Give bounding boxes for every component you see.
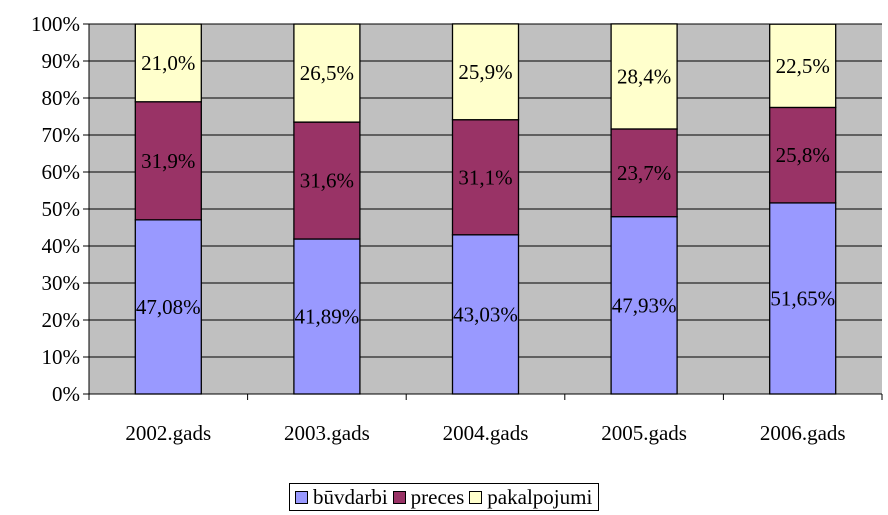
legend-item-pakalpojumi: pakalpojumi xyxy=(469,485,592,510)
data-label: 41,89% xyxy=(295,305,360,329)
y-tick-label: 0% xyxy=(52,382,80,406)
y-tick-label: 10% xyxy=(42,345,81,369)
bar-segment-preces xyxy=(451,119,520,236)
data-label: 26,5% xyxy=(300,61,354,85)
x-tick-label: 2003.gads xyxy=(284,421,370,445)
legend-swatch-preces xyxy=(392,490,406,504)
bar-segment-pakalpojumi xyxy=(769,23,837,109)
y-tick-label: 40% xyxy=(42,234,81,258)
bar-segments xyxy=(134,23,837,395)
x-tick-label: 2004.gads xyxy=(443,421,529,445)
legend-swatch-buvdarbi xyxy=(295,490,308,504)
data-labels: 47,08% 31,9% 21,0% 41,89% 31,6% 26,5% 43,03% 31… xyxy=(136,51,835,329)
y-tick-label: 80% xyxy=(42,86,81,110)
legend-swatch-pakalpojumi xyxy=(469,490,483,504)
data-label: 28,4% xyxy=(617,64,671,88)
bar-segment-pakalpojumi xyxy=(293,23,361,123)
bar-segment-pakalpojumi xyxy=(451,23,520,121)
y-tick-label: 20% xyxy=(42,308,81,332)
y-tick-label: 70% xyxy=(42,123,81,147)
legend-label-buvdarbi: būvdarbi xyxy=(313,484,388,509)
axes: 0% 10% 20% 30% 40% 50% 60% 70% 80% 90% 100% 2002.ga… xyxy=(31,12,883,445)
x-tick-label: 2005.gads xyxy=(601,421,687,445)
y-tick-label: 30% xyxy=(42,271,81,295)
data-label: 47,08% xyxy=(136,295,201,319)
bar-segment-būvdarbi xyxy=(451,234,520,395)
y-tick-label: 90% xyxy=(42,49,81,73)
data-label: 25,8% xyxy=(776,143,830,167)
bar-segment-preces xyxy=(769,106,837,204)
data-label: 22,5% xyxy=(776,54,830,78)
y-tick-label: 100% xyxy=(31,12,80,36)
x-tick-label: 2002.gads xyxy=(125,421,211,445)
bar-segment-būvdarbi xyxy=(610,216,678,395)
legend-label-preces: preces xyxy=(410,484,465,509)
data-label: 31,6% xyxy=(300,169,354,193)
legend: būvdarbi preces pakalpojumi xyxy=(289,483,600,511)
data-label: 43,03% xyxy=(453,302,518,326)
bar-segment-preces xyxy=(134,101,202,221)
bar-segment-pakalpojumi xyxy=(134,23,202,103)
legend-label-pakalpojumi: pakalpojumi xyxy=(487,484,593,509)
data-label: 31,1% xyxy=(458,165,512,189)
data-label: 47,93% xyxy=(612,293,677,317)
data-label: 51,65% xyxy=(770,286,835,310)
data-label: 25,9% xyxy=(458,60,512,84)
data-label: 31,9% xyxy=(141,149,195,173)
legend-item-buvdarbi: būvdarbi xyxy=(295,485,388,510)
y-tick-label: 50% xyxy=(42,197,81,221)
y-tick-label: 60% xyxy=(42,160,81,184)
bar-segment-būvdarbi xyxy=(134,219,202,395)
bar-segment-preces xyxy=(293,121,361,240)
data-label: 21,0% xyxy=(141,51,195,75)
legend-item-preces: preces xyxy=(392,484,465,510)
x-tick-label: 2006.gads xyxy=(760,421,846,445)
bar-segment-būvdarbi xyxy=(769,202,837,395)
data-label: 23,7% xyxy=(617,161,671,185)
bar-segment-pakalpojumi xyxy=(610,23,678,130)
